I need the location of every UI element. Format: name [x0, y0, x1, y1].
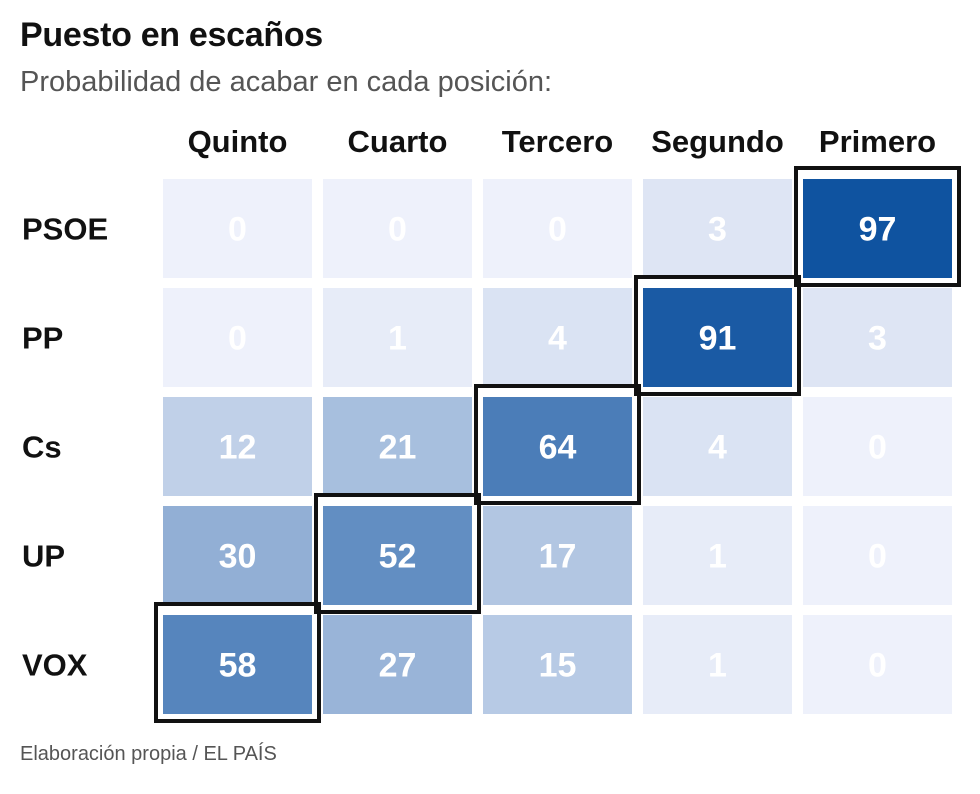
heatmap-cell-vox-tercero	[483, 615, 632, 714]
cell-value-vox-cuarto: 27	[379, 647, 417, 685]
source-note: Elaboración propia / EL PAÍS	[20, 743, 277, 765]
cell-value-psoe-tercero: 0	[548, 211, 567, 249]
heatmap-cell-cs-cuarto	[323, 397, 472, 496]
heatmap-cell-vox-primero	[803, 615, 952, 714]
column-labels: Quinto Cuarto Tercero Segundo Primero	[188, 124, 937, 159]
cell-value-vox-quinto: 58	[219, 647, 257, 685]
cell-value-psoe-quinto: 0	[228, 211, 247, 249]
cell-value-pp-tercero: 4	[548, 320, 567, 358]
highlight-box-up-cuarto	[314, 493, 481, 614]
row-label-cs: Cs	[22, 430, 62, 465]
row-labels: PSOE PP Cs UP VOX	[22, 212, 108, 683]
cell-value-cs-segundo: 4	[708, 429, 727, 467]
heatmap-cell-up-primero	[803, 506, 952, 605]
heatmap-cell-pp-quinto	[163, 288, 312, 387]
heatmap-cell-up-segundo	[643, 506, 792, 605]
column-label-segundo: Segundo	[651, 124, 784, 159]
heatmap-cell-cs-quinto	[163, 397, 312, 496]
column-label-primero: Primero	[819, 124, 936, 159]
chart-subtitle: Probabilidad de acabar en cada posición:	[20, 66, 553, 98]
heatmap-cell-psoe-quinto	[163, 179, 312, 278]
cell-value-cs-quinto: 12	[219, 429, 257, 467]
heatmap-cell-pp-primero	[803, 288, 952, 387]
cell-value-pp-quinto: 0	[228, 320, 247, 358]
cell-value-psoe-segundo: 3	[708, 211, 727, 249]
heatmap-cell-vox-cuarto	[323, 615, 472, 714]
heatmap-cell-psoe-segundo	[643, 179, 792, 278]
heatmap-cell-pp-cuarto	[323, 288, 472, 387]
cell-value-pp-cuarto: 1	[388, 320, 407, 358]
heatmap-cell-psoe-primero	[803, 179, 952, 278]
cell-value-vox-primero: 0	[868, 647, 887, 685]
cell-value-up-primero: 0	[868, 538, 887, 576]
heatmap-cell-pp-tercero	[483, 288, 632, 387]
cell-value-up-quinto: 30	[219, 538, 257, 576]
cell-value-psoe-primero: 97	[859, 211, 897, 249]
cell-value-vox-segundo: 1	[708, 647, 727, 685]
heatmap-cell-up-quinto	[163, 506, 312, 605]
highlight-box-vox-quinto	[154, 602, 321, 723]
row-label-vox: VOX	[22, 648, 88, 683]
cell-value-psoe-cuarto: 0	[388, 211, 407, 249]
heatmap-cell-up-cuarto	[323, 506, 472, 605]
highlight-box-cs-tercero	[474, 384, 641, 505]
column-label-cuarto: Cuarto	[348, 124, 448, 159]
row-label-up: UP	[22, 539, 65, 574]
heatmap-cell-up-tercero	[483, 506, 632, 605]
cell-value-vox-tercero: 15	[539, 647, 577, 685]
highlight-box-pp-segundo	[634, 275, 801, 396]
heatmap-cell-cs-segundo	[643, 397, 792, 496]
heatmap-values: 0 0 0 3 97 0 1 4 91 3 12 21 64 4 0 30 52 17 1 0 58 27 15 1 0	[219, 211, 897, 685]
heatmap-cell-psoe-tercero	[483, 179, 632, 278]
cell-value-up-tercero: 17	[539, 538, 577, 576]
column-label-quinto: Quinto	[188, 124, 288, 159]
heatmap-cell-vox-segundo	[643, 615, 792, 714]
cell-value-up-cuarto: 52	[379, 538, 417, 576]
heatmap-cell-pp-segundo	[643, 288, 792, 387]
highlight-box-psoe-primero	[794, 166, 961, 287]
cell-value-pp-segundo: 91	[699, 320, 737, 358]
cell-value-cs-tercero: 64	[539, 429, 577, 467]
row-label-psoe: PSOE	[22, 212, 108, 247]
cell-value-cs-primero: 0	[868, 429, 887, 467]
heatmap-cell-cs-tercero	[483, 397, 632, 496]
chart-title: Puesto en escaños	[20, 16, 323, 54]
heatmap-cell-psoe-cuarto	[323, 179, 472, 278]
cell-value-up-segundo: 1	[708, 538, 727, 576]
highlight-boxes	[154, 166, 961, 723]
column-label-tercero: Tercero	[502, 124, 613, 159]
cell-value-cs-cuarto: 21	[379, 429, 417, 467]
cell-value-pp-primero: 3	[868, 320, 887, 358]
heatmap-chart: Quinto Cuarto Tercero Segundo Primero PSOE PP…	[22, 124, 961, 723]
heatmap-cell-cs-primero	[803, 397, 952, 496]
heatmap-cell-vox-quinto	[163, 615, 312, 714]
row-label-pp: PP	[22, 321, 63, 356]
heatmap-cells	[163, 179, 952, 714]
